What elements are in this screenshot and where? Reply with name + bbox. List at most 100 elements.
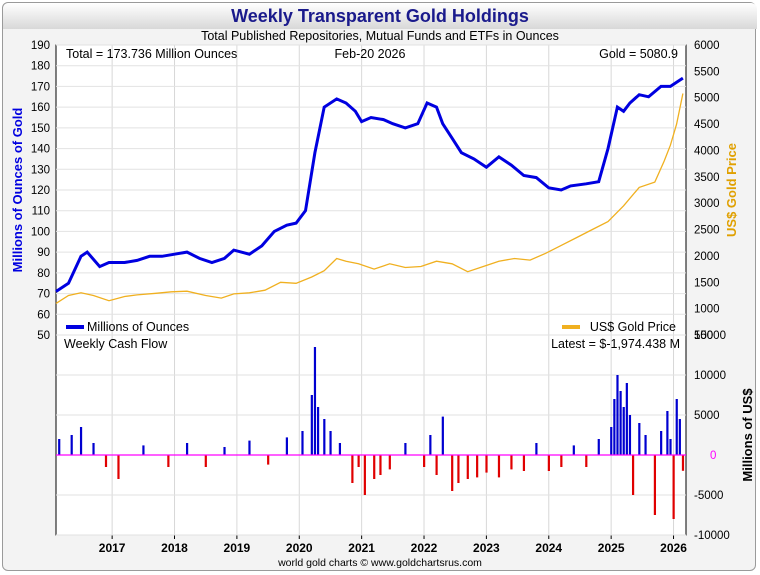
cash-flow-bar (451, 455, 454, 491)
cash-flow-bar (644, 435, 647, 455)
cash-flow-bar (323, 419, 326, 455)
cash-flow-bar (572, 445, 575, 455)
cash-flow-bar (560, 455, 563, 467)
cash-flow-bar (497, 455, 501, 478)
cash-flow-bar (613, 399, 616, 455)
cash-flow-bar (669, 439, 672, 455)
cash-flow-bar (653, 455, 657, 515)
cash-flow-bar (616, 375, 619, 455)
y-tick-label-left: 140 (31, 144, 50, 156)
cash-flow-bar (522, 455, 526, 471)
cash-flow-bar (313, 347, 317, 455)
chart-footer: world gold charts © www.goldchartsrus.co… (278, 557, 482, 569)
x-tick-label: 2021 (348, 541, 375, 555)
cash-flow-bar (58, 439, 61, 455)
cash-flow-bar (638, 423, 641, 455)
cash-flow-bar (310, 395, 313, 455)
y-tick-label-left: 150 (31, 123, 50, 135)
y-tick-label-left: 60 (37, 309, 50, 321)
cash-flow-bar (622, 407, 625, 455)
cash-flow-bar (466, 455, 469, 479)
cash-flow-bar (625, 383, 628, 455)
annotation-date: Feb-20 2026 (335, 47, 406, 61)
y-tick-label-left: 80 (37, 268, 50, 280)
cash-flow-bar (435, 455, 438, 475)
cash-flow-bar (117, 455, 120, 479)
cash-flow-bar (316, 407, 320, 455)
cash-flow-bar (379, 455, 382, 475)
holdings-line (55, 76, 684, 293)
y-tick-label-right: 5000 (694, 93, 720, 105)
y-tick-label-left: 120 (31, 185, 50, 197)
cash-flow-bar (267, 455, 270, 465)
x-tick-label: 2019 (224, 541, 251, 555)
cash-flow-bar (597, 439, 600, 455)
y-tick-label-right: 4000 (694, 145, 720, 157)
cash-flow-bar (388, 455, 391, 470)
y-tick-label-left: 130 (31, 164, 50, 176)
bottom-panel-title: Weekly Cash Flow (64, 337, 168, 351)
annotation-latest: Latest = $-1,974.438 M (551, 337, 680, 351)
y-tick-label-left: 100 (31, 226, 50, 238)
cash-flow-bar (476, 455, 479, 478)
cash-flow-bar (248, 440, 251, 455)
cash-flow-bar (373, 455, 376, 479)
cash-flow-bar (429, 435, 432, 455)
y-axis-title-bottom: Millions of US$ (740, 388, 755, 482)
cash-flow-bar (585, 455, 588, 467)
cash-flow-bar (142, 445, 145, 455)
y-tick-label-right: 3000 (694, 198, 720, 210)
cash-flow-bar (510, 455, 513, 470)
cash-flow-bar (672, 455, 675, 519)
y-tick-label-right: 1000 (694, 304, 720, 316)
y-axis-title-right: US$ Gold Price (724, 143, 739, 237)
annotation-gold: Gold = 5080.9 (599, 47, 678, 61)
cash-flow-bar (666, 411, 669, 455)
y-tick-label-left: 70 (37, 289, 50, 301)
cash-flow-bar (351, 455, 354, 483)
y-tick-label-left: 170 (31, 81, 50, 93)
x-tick-label: 2024 (535, 541, 562, 555)
cash-flow-bar (185, 443, 189, 455)
bottom-plot-area (55, 334, 687, 536)
x-tick-label: 2023 (473, 541, 500, 555)
y-tick-label-right: 1500 (694, 277, 720, 289)
cash-flow-bar (204, 455, 207, 467)
y-axis-title-left: Millions of Ounces of Gold (10, 108, 25, 273)
y-tick-label-bottom: 0 (710, 450, 716, 462)
y-tick-label-bottom: 15000 (694, 330, 726, 342)
legend-label-holdings: Millions of Ounces (87, 320, 189, 334)
y-tick-label-right: 2000 (694, 251, 720, 263)
cash-flow-bar (92, 443, 95, 455)
legend-label-gold: US$ Gold Price (590, 320, 676, 334)
cash-flow-bar (628, 415, 632, 455)
chart-subtitle: Total Published Repositories, Mutual Fun… (201, 29, 559, 43)
x-tick-label: 2020 (286, 541, 313, 555)
y-tick-label-bottom: -10000 (694, 530, 730, 542)
y-tick-label-bottom: 10000 (694, 370, 726, 382)
cash-flow-bar (610, 427, 613, 455)
cash-flow-bar (223, 447, 226, 455)
x-tick-label: 2025 (598, 541, 625, 555)
y-tick-label-right: 3500 (694, 172, 720, 184)
cash-flow-bar (441, 416, 444, 455)
y-tick-label-left: 90 (37, 247, 50, 259)
x-tick-label: 2026 (660, 541, 687, 555)
y-tick-label-left: 180 (31, 61, 50, 73)
cash-flow-bar (301, 431, 304, 455)
cash-flow-bar (675, 399, 678, 455)
cash-flow-bar (457, 455, 460, 483)
y-tick-label-left: 190 (31, 40, 50, 52)
cash-flow-bar (363, 455, 366, 495)
cash-flow-bar (660, 431, 663, 455)
x-tick-label: 2022 (411, 541, 438, 555)
cash-flow-bar (678, 419, 681, 455)
cash-flow-bar (70, 435, 73, 455)
cash-flow-bar (338, 443, 342, 455)
cash-flow-bar (631, 455, 635, 495)
cash-flow-bar (423, 455, 426, 467)
y-tick-label-right: 500 (694, 330, 713, 342)
cash-flow-bar (404, 443, 407, 455)
cash-flow-bar (619, 391, 622, 455)
